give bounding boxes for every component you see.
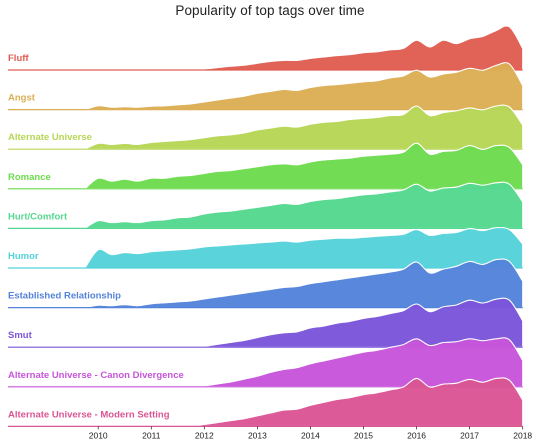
ridge-area <box>7 181 524 229</box>
ridge-area <box>7 104 524 150</box>
series-label: Established Relationship <box>8 291 121 302</box>
ridge-series: Romance <box>7 142 524 190</box>
x-tick-label: 2015 <box>354 430 373 440</box>
x-tick-label: 2016 <box>407 430 426 440</box>
x-tick-label: 2010 <box>89 430 108 440</box>
series-label: Smut <box>8 330 33 341</box>
ridge-series: Established Relationship <box>7 258 524 309</box>
ridge-series: Humor <box>7 226 524 269</box>
series-label: Alternate Universe - Canon Divergence <box>8 370 184 381</box>
ridge-area <box>7 258 524 309</box>
series-label: Alternate Universe <box>8 132 92 143</box>
ridge-series: Hurt/Comfort <box>7 181 524 229</box>
ridge-series: Angst <box>7 62 524 111</box>
series-label: Angst <box>8 93 36 104</box>
series-label: Alternate Universe - Modern Setting <box>8 409 170 420</box>
x-axis: 2010 2011 2012 2013 2014 2015 2016 2017 2018 <box>89 426 532 440</box>
ridge-series: Fluff <box>7 25 524 71</box>
ridge-series: Alternate Universe - Modern Setting <box>7 377 524 427</box>
chart-title: Popularity of top tags over time <box>175 3 365 18</box>
series-label: Fluff <box>8 53 29 64</box>
x-tick-label: 2018 <box>513 430 532 440</box>
ridge-area <box>7 62 524 111</box>
x-tick-label: 2017 <box>460 430 479 440</box>
x-tick-label: 2014 <box>301 430 320 440</box>
ridge-area <box>7 142 524 190</box>
ridge-area <box>7 226 524 269</box>
series-label: Hurt/Comfort <box>8 211 68 222</box>
ridge-series: Alternate Universe <box>7 104 524 150</box>
series-label: Humor <box>8 251 39 262</box>
x-tick-label: 2011 <box>142 430 161 440</box>
x-tick-label: 2013 <box>248 430 267 440</box>
ridge-area <box>7 25 524 71</box>
series-label: Romance <box>8 172 51 183</box>
x-tick-label: 2012 <box>195 430 214 440</box>
